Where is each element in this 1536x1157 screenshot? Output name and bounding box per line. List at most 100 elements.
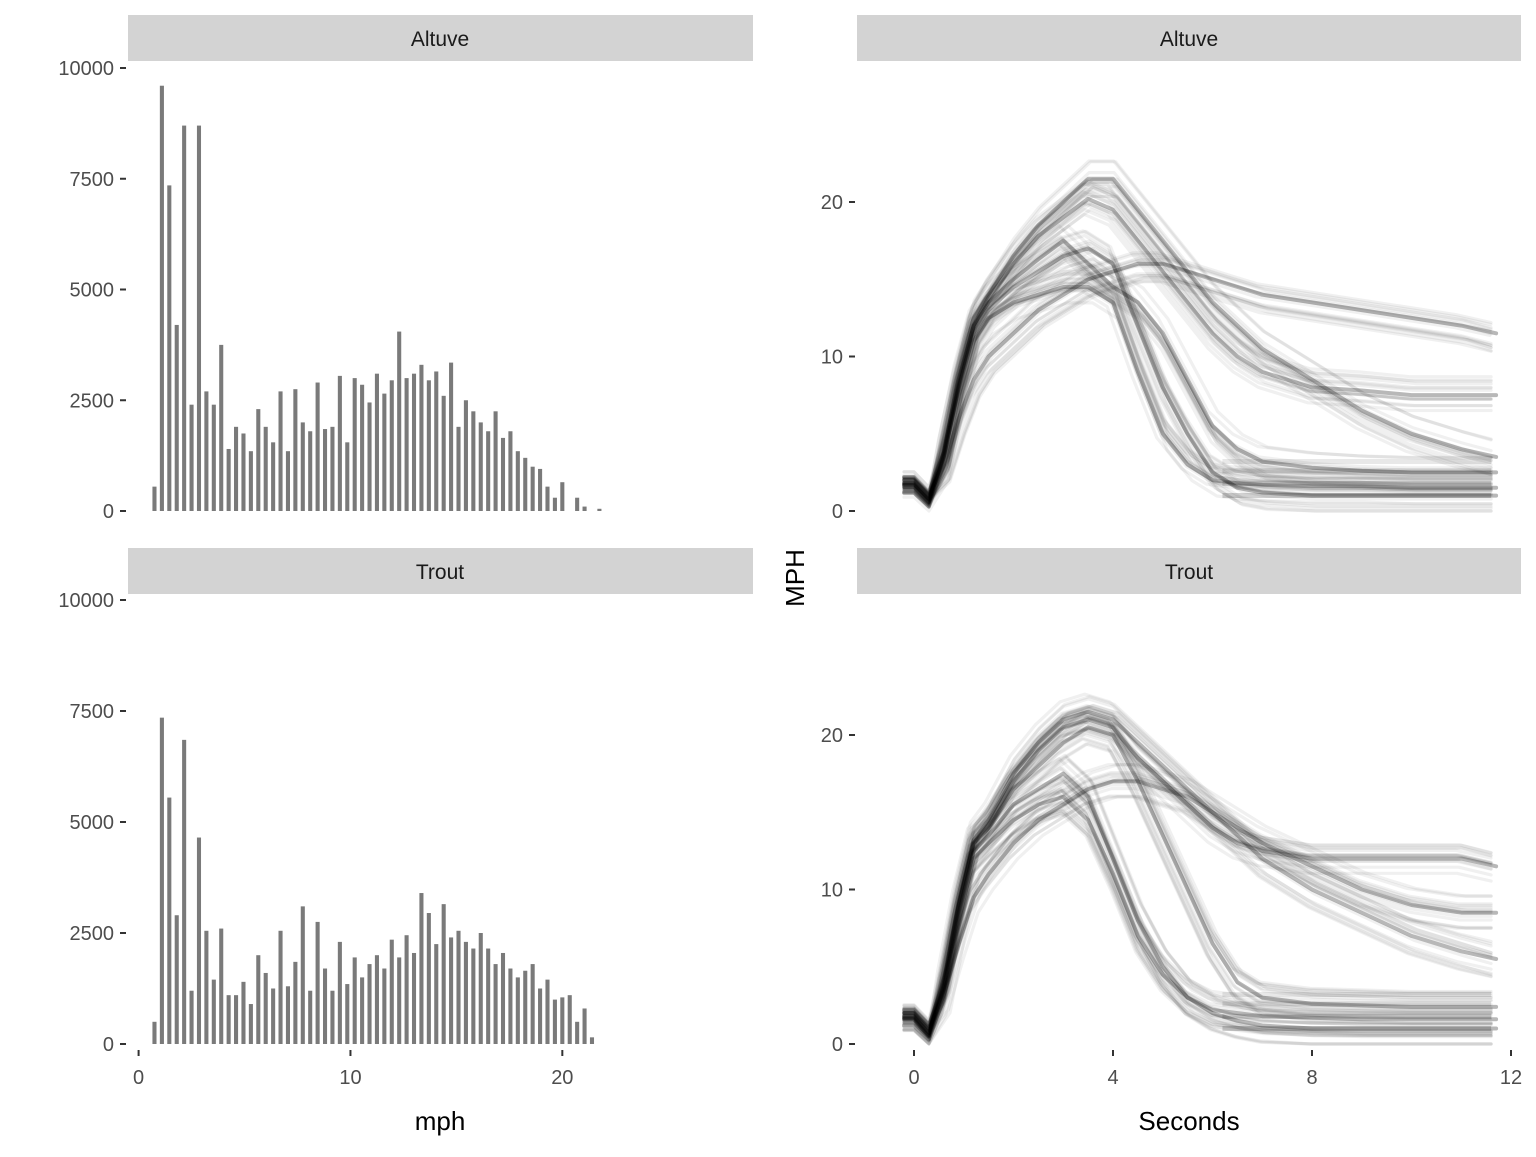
hist-bar bbox=[523, 970, 528, 1044]
hist-bar bbox=[352, 378, 357, 511]
speed-trace bbox=[902, 194, 1493, 500]
speed-trace bbox=[902, 192, 1493, 502]
hist-bar bbox=[575, 497, 580, 511]
hist-bar bbox=[530, 466, 535, 511]
hist-bar bbox=[560, 997, 565, 1044]
speed-y-tick-label: 0 bbox=[832, 1034, 843, 1056]
hist-bar bbox=[463, 941, 468, 1044]
speed-trace bbox=[902, 788, 1493, 1046]
speed-trace bbox=[902, 276, 1493, 502]
hist-bar bbox=[234, 995, 239, 1044]
speed-trace bbox=[902, 257, 1493, 508]
speed-trace-core bbox=[902, 246, 1499, 503]
hist-x-tick-label: 0 bbox=[133, 1067, 144, 1089]
speed-trace bbox=[902, 695, 1493, 1023]
speed-trace bbox=[902, 250, 1493, 503]
hist-bar bbox=[367, 402, 372, 511]
speed-trace bbox=[902, 224, 1493, 496]
speed-trace bbox=[902, 753, 1493, 1031]
speed-trace bbox=[902, 697, 1493, 1024]
hist-bar bbox=[404, 378, 409, 511]
speed-trace bbox=[902, 239, 1493, 500]
hist-bar bbox=[248, 1004, 253, 1044]
speed-trace bbox=[902, 280, 1493, 503]
speed-trace bbox=[902, 276, 1493, 506]
speed-trace bbox=[902, 182, 1493, 499]
speed-trace bbox=[902, 246, 1493, 503]
speed-trace bbox=[902, 758, 1493, 1033]
hist-bar bbox=[337, 375, 342, 511]
speed-trace bbox=[902, 787, 1493, 1039]
hist-bar bbox=[597, 508, 602, 511]
speed-y-tick-label: 0 bbox=[832, 501, 843, 523]
speed-trace bbox=[902, 160, 1493, 489]
hist-bar bbox=[352, 957, 357, 1044]
speed-trace bbox=[902, 779, 1493, 1039]
hist-bar bbox=[278, 391, 283, 511]
strip-label-hist-altuve: Altuve bbox=[411, 28, 469, 51]
speed-trace bbox=[902, 185, 1493, 500]
speed-trace bbox=[902, 229, 1493, 497]
speed-trace-core bbox=[902, 771, 1499, 1037]
speed-trace bbox=[902, 242, 1493, 502]
hist-bar bbox=[204, 930, 209, 1044]
hist-bar bbox=[449, 937, 454, 1044]
hist-bar bbox=[219, 344, 224, 512]
speed-trace bbox=[902, 181, 1493, 496]
hist-bar bbox=[271, 442, 276, 511]
hist-bar bbox=[374, 373, 379, 511]
hist-bar bbox=[397, 331, 402, 511]
hist-bar bbox=[330, 990, 335, 1044]
speed-trace bbox=[902, 233, 1493, 498]
hist-bar bbox=[159, 717, 164, 1044]
hist-bar bbox=[174, 324, 179, 511]
hist-bar bbox=[419, 364, 424, 511]
speed-trace bbox=[902, 727, 1493, 1033]
speed-trace bbox=[902, 256, 1493, 506]
speed-trace bbox=[902, 757, 1493, 1032]
speed-trace bbox=[902, 720, 1493, 1039]
hist-bar bbox=[204, 391, 209, 511]
speed-trace bbox=[902, 179, 1493, 495]
hist-bar bbox=[404, 935, 409, 1044]
hist-bar bbox=[575, 1021, 580, 1044]
hist-bar bbox=[360, 384, 365, 511]
speed-trace bbox=[902, 718, 1493, 1033]
speed-trace bbox=[902, 187, 1493, 498]
speed-trace bbox=[902, 766, 1493, 1035]
hist-bar bbox=[463, 400, 468, 511]
hist-bar bbox=[538, 468, 543, 511]
hist-bar bbox=[456, 930, 461, 1044]
hist-bar bbox=[374, 955, 379, 1044]
hist-y-tick-label: 10000 bbox=[58, 590, 114, 612]
speed-trace bbox=[902, 711, 1492, 1031]
speed-trace bbox=[902, 243, 1493, 502]
speed-trace bbox=[902, 245, 1493, 502]
hist-bar bbox=[330, 426, 335, 511]
speed-trace bbox=[902, 742, 1493, 1040]
speed-trace bbox=[902, 253, 1493, 495]
hist-bar bbox=[293, 389, 298, 511]
hist-y-tick-label: 0 bbox=[103, 501, 114, 523]
speed-trace bbox=[902, 279, 1493, 503]
hist-bar bbox=[241, 433, 246, 511]
hist-bar bbox=[159, 85, 164, 511]
speed-trace bbox=[902, 763, 1493, 1026]
hist-bar bbox=[530, 964, 535, 1044]
speed-x-tick-label: 12 bbox=[1500, 1067, 1522, 1089]
hist-bar bbox=[308, 431, 313, 511]
speed-x-tick-label: 4 bbox=[1107, 1067, 1118, 1089]
hist-bar bbox=[434, 371, 439, 511]
hist-bar bbox=[345, 442, 350, 511]
hist-bar bbox=[248, 451, 253, 511]
hist-bar bbox=[441, 904, 446, 1044]
speed-trace bbox=[902, 259, 1492, 497]
speed-trace bbox=[902, 726, 1493, 1035]
hist-bar bbox=[196, 837, 202, 1044]
speed-trace bbox=[902, 241, 1493, 501]
speed-trace bbox=[902, 706, 1493, 1035]
speed-trace bbox=[902, 788, 1493, 1040]
speed-trace bbox=[902, 276, 1493, 502]
speed-trace-core bbox=[902, 261, 1499, 498]
